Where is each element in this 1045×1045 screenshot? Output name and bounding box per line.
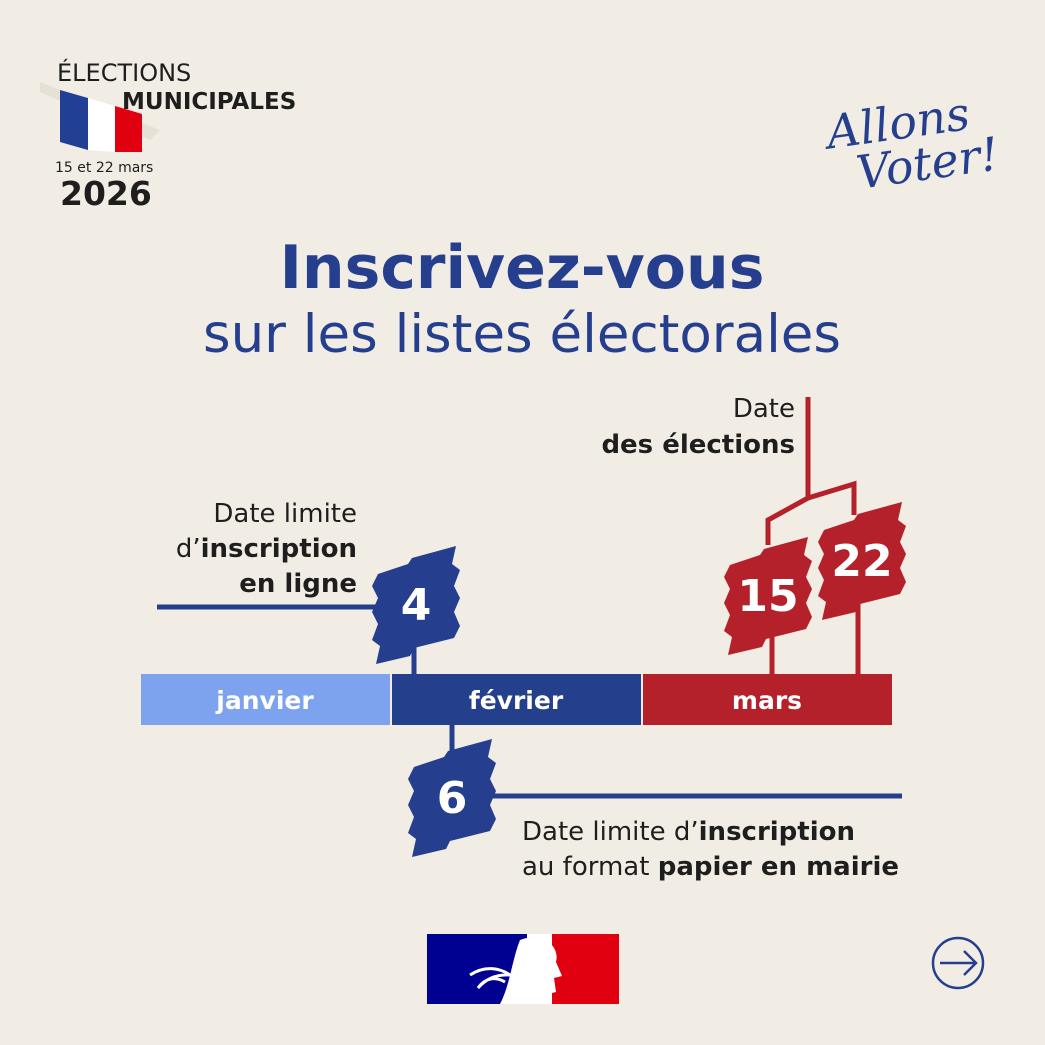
connectors: [157, 397, 902, 799]
month-bar: [643, 674, 892, 725]
online-label: Date limite d’inscription en ligne: [176, 499, 357, 599]
date-stamp: 6: [408, 739, 496, 857]
label-line: Date limite d’inscription: [522, 817, 855, 847]
stamp-day: 15: [737, 571, 798, 622]
month-bar: [141, 674, 390, 725]
date-stamp: 15: [724, 537, 812, 655]
elections-label: Date des élections: [601, 394, 795, 460]
date-stamp: 22: [818, 502, 906, 620]
month-label: mars: [732, 686, 802, 715]
label-line: des élections: [601, 430, 795, 460]
stamp-shape: [372, 546, 460, 664]
month-bar: [392, 674, 641, 725]
label-line: au format papier en mairie: [522, 852, 899, 882]
label-part: d’: [176, 534, 201, 564]
label-line: Date limite: [213, 499, 357, 529]
label-part: Date limite d’: [522, 817, 699, 847]
header-type: MUNICIPALES: [122, 89, 296, 115]
label-line: Date: [733, 394, 795, 424]
header-dates: 15 et 22 mars: [55, 160, 153, 176]
label-part: papier en mairie: [658, 852, 899, 882]
stamps: 4 6 15 22: [372, 502, 906, 857]
label-part: inscription: [201, 534, 357, 564]
stamp-day: 4: [401, 580, 432, 631]
stamp-shape: [408, 739, 496, 857]
label-part: inscription: [699, 817, 855, 847]
title: Inscrivez-vous: [280, 233, 765, 303]
stamp-day: 22: [831, 536, 892, 587]
timeline: janvier février mars: [141, 674, 892, 725]
government-logo: [427, 934, 619, 1004]
header-year: 2026: [60, 174, 152, 213]
label-line: d’inscription: [176, 534, 357, 564]
label-part: au format: [522, 852, 649, 882]
month-label: janvier: [215, 686, 314, 715]
label-line: en ligne: [239, 569, 357, 599]
stamp-day: 6: [437, 773, 468, 824]
flag: [40, 82, 160, 152]
date-stamp: 4: [372, 546, 460, 664]
subtitle: sur les listes électorales: [203, 304, 841, 365]
header-election: ÉLECTIONS: [57, 58, 191, 87]
stamp-shape: [818, 502, 906, 620]
paper-label: Date limite d’inscription au format papi…: [522, 817, 899, 882]
stamp-shape: [724, 537, 812, 655]
month-label: février: [469, 686, 564, 715]
next-button[interactable]: [931, 936, 985, 990]
